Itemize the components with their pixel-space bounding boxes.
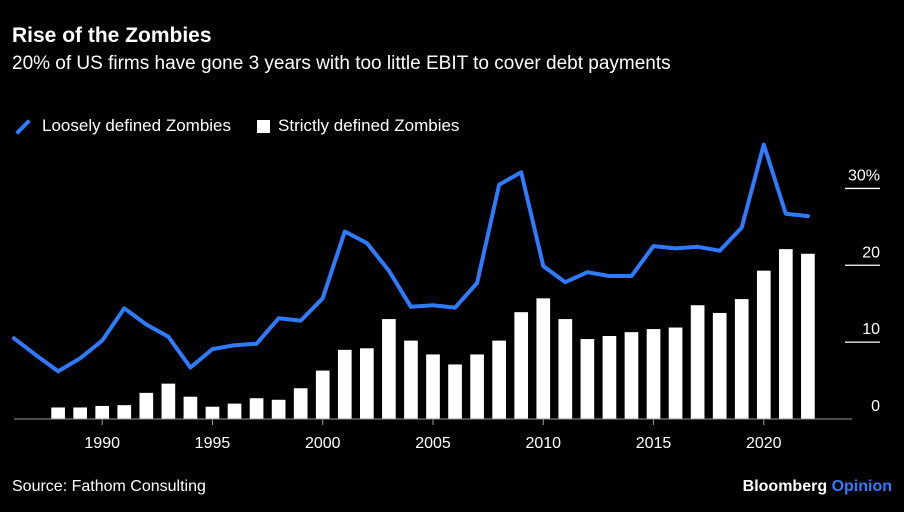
bar-strict [73,407,87,419]
chart-title: Rise of the Zombies [12,24,212,47]
x-tick-label: 1995 [195,435,231,452]
legend-label-strict: Strictly defined Zombies [278,116,460,135]
bar-strict [779,249,793,419]
bar-strict [51,407,65,419]
bar-strict [668,327,683,419]
bar-strict [95,405,110,419]
bar-strict [337,349,352,419]
x-tick-label: 2005 [415,435,451,452]
source-note: Source: Fathom Consulting [12,478,206,495]
bar-strict [249,398,264,419]
bar-strict [315,370,330,419]
bar-strict [382,319,396,419]
chart-subtitle: 20% of US firms have gone 3 years with t… [12,53,671,74]
bar-strict [756,270,771,419]
brand-suffix: Opinion [831,478,892,495]
bar-strict [624,332,639,419]
bar-strict [205,406,220,419]
bar-strict [360,348,374,419]
brand-name: Bloomberg [742,478,828,495]
bar-strict [293,388,308,419]
bar-strict [646,329,661,419]
bar-strict [690,305,705,419]
bar-strict [183,396,198,419]
bar-strict [536,298,551,419]
legend-label-loose: Loosely defined Zombies [42,116,232,135]
bar-strict [580,339,595,419]
bar-strict [558,319,573,419]
legend-bar-swatch [257,119,271,133]
bar-strict [271,399,286,419]
bar-strict [117,405,132,419]
bar-strict [712,312,727,419]
y-tick-label: 20 [862,244,880,261]
legend: Loosely defined Zombies Strictly defined… [12,116,485,136]
bar-strict [492,340,506,419]
bar-strict [139,392,154,419]
bar-strict [426,354,440,419]
line-loose [12,142,810,374]
bar-strict [801,253,815,419]
x-tick-label: 2000 [305,435,341,452]
bar-strict [514,312,529,419]
x-tick-label: 2020 [746,435,782,452]
legend-item-loose: Loosely defined Zombies [12,116,231,136]
brand-logo: Bloomberg Opinion [743,478,892,496]
x-tick-label: 2015 [636,435,672,452]
bar-strict [734,299,749,419]
bar-strict [602,335,617,419]
bar-strict [227,403,242,419]
x-tick-label: 1990 [84,435,120,452]
bar-strict [404,340,418,419]
x-tick-label: 2010 [525,435,561,452]
bar-strict [448,364,462,419]
y-tick-label: 30% [848,167,880,184]
bar-strict [161,383,176,419]
bar-strict [470,354,484,419]
y-tick-label: 0 [871,398,880,415]
legend-item-strict: Strictly defined Zombies [257,116,459,136]
y-tick-label: 10 [862,321,880,338]
